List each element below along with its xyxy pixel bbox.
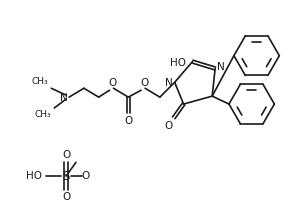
Text: O: O: [82, 171, 90, 181]
Text: CH₃: CH₃: [35, 110, 51, 119]
Text: O: O: [108, 78, 117, 88]
Text: CH₃: CH₃: [32, 77, 48, 86]
Text: HO: HO: [170, 58, 186, 68]
Text: O: O: [62, 192, 70, 202]
Text: S: S: [63, 169, 70, 183]
Text: O: O: [165, 121, 173, 131]
Text: O: O: [124, 116, 132, 126]
Text: O: O: [62, 150, 70, 160]
Text: N: N: [60, 93, 68, 103]
Text: O: O: [140, 78, 148, 88]
Text: N: N: [165, 78, 173, 88]
Text: N: N: [217, 62, 225, 71]
Text: HO: HO: [27, 171, 42, 181]
